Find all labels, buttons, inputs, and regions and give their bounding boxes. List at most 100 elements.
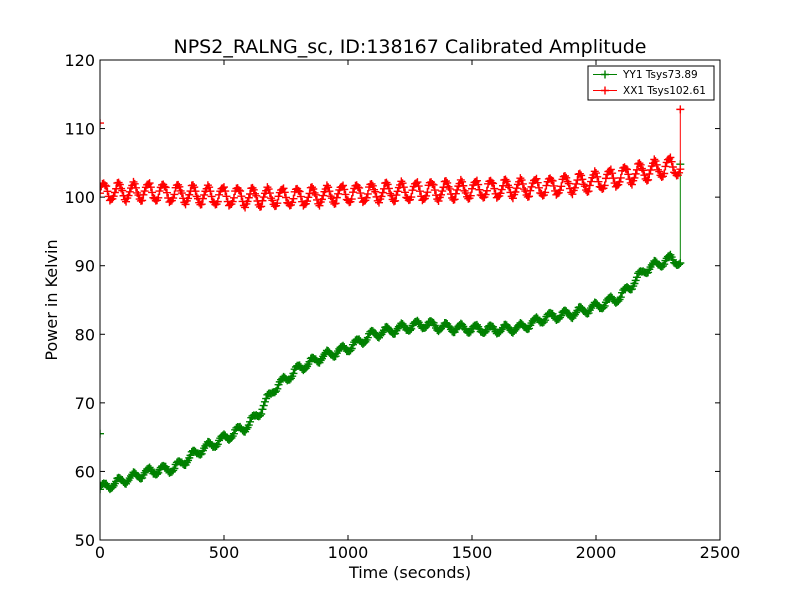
data-point [341, 190, 350, 199]
data-point [398, 179, 407, 188]
data-point [481, 190, 490, 199]
data-point [190, 183, 199, 192]
data-point [130, 179, 139, 188]
data-point [161, 183, 170, 192]
data-point [525, 192, 534, 201]
data-point [406, 326, 414, 335]
data-point [625, 175, 634, 184]
data-point [118, 186, 127, 195]
data-point [356, 189, 365, 198]
y-axis: 50 60 70 80 90 100 110 120 [64, 51, 720, 550]
data-point [556, 186, 565, 195]
data-point [512, 184, 521, 193]
y-tick-label: 90 [75, 257, 95, 276]
data-point [115, 180, 124, 189]
data-point [465, 328, 474, 337]
data-point [600, 181, 609, 190]
data-point [441, 177, 450, 186]
data-point [295, 187, 304, 196]
data-point [243, 197, 252, 206]
data-point [434, 197, 443, 205]
data-point [616, 293, 625, 302]
data-point [501, 175, 510, 184]
data-point [384, 184, 393, 193]
data-point [635, 159, 644, 168]
data-point [186, 451, 195, 460]
data-point [160, 182, 169, 191]
data-point [237, 192, 246, 201]
data-point [265, 189, 274, 198]
data-point [191, 187, 200, 196]
data-point [207, 192, 216, 201]
data-point [630, 173, 639, 182]
data-point [401, 188, 410, 197]
data-point [475, 185, 484, 194]
data-point [282, 193, 290, 202]
data-point [518, 179, 527, 188]
data-point [676, 165, 685, 174]
legend-label-1: XX1 Tsys102.61 [623, 85, 706, 97]
data-point [547, 176, 556, 185]
data-point [450, 195, 459, 204]
data-point [573, 176, 582, 185]
data-point [227, 433, 236, 442]
data-point [198, 194, 207, 203]
data-point [257, 409, 266, 418]
data-point [200, 190, 209, 199]
data-point [363, 333, 372, 342]
data-point [654, 165, 662, 174]
y-tick-label: 80 [75, 325, 95, 344]
data-point [508, 194, 517, 203]
data-point [660, 260, 669, 269]
data-point [100, 189, 104, 198]
data-point [407, 193, 416, 202]
data-point [334, 189, 343, 198]
data-point [213, 197, 222, 206]
data-point [468, 184, 476, 193]
data-point [570, 183, 579, 192]
data-point [415, 187, 424, 196]
data-point [340, 185, 349, 194]
data-point [615, 177, 624, 186]
data-point [347, 195, 356, 204]
data-point [122, 197, 131, 206]
series-markers-1 [100, 105, 685, 212]
data-point [651, 157, 660, 166]
data-point [103, 187, 112, 196]
data-point [422, 191, 431, 200]
data-point [456, 175, 465, 184]
data-point [252, 191, 261, 200]
data-point [382, 178, 391, 187]
data-point [642, 176, 651, 185]
data-point [212, 442, 221, 451]
x-tick-label: 1500 [452, 543, 493, 562]
data-point [572, 179, 581, 188]
data-point [304, 193, 313, 202]
data-point [599, 303, 608, 312]
legend-marker-0 [601, 70, 609, 79]
data-point [489, 179, 498, 188]
data-point [585, 181, 594, 190]
data-point [616, 173, 625, 182]
data-point [308, 183, 317, 192]
data-point [445, 184, 454, 193]
data-point [575, 169, 584, 178]
chart-title: NPS2_RALNG_sc, ID:138167 Calibrated Ampl… [174, 36, 647, 58]
data-point [347, 344, 356, 353]
data-point [170, 190, 179, 199]
data-point [668, 162, 677, 171]
y-tick-label: 50 [75, 531, 95, 550]
data-point [549, 181, 558, 190]
data-point [197, 200, 206, 209]
x-tick-label: 2000 [576, 543, 617, 562]
data-point [129, 177, 138, 186]
data-point [249, 185, 258, 194]
data-point [577, 171, 586, 180]
data-point [288, 198, 297, 207]
data-point [556, 313, 565, 322]
data-point [516, 174, 525, 183]
series-markers-0 [100, 160, 685, 494]
data-point [331, 199, 340, 208]
data-point [676, 259, 685, 268]
data-point [461, 188, 470, 197]
